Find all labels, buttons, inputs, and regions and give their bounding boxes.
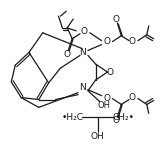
Text: OH: OH [91, 132, 105, 141]
Text: O: O [64, 50, 71, 59]
Text: •H₂C: •H₂C [61, 113, 83, 122]
Text: N: N [79, 48, 85, 57]
Text: O: O [103, 37, 110, 46]
Text: O: O [81, 27, 87, 36]
Text: O: O [113, 116, 120, 125]
Text: O: O [129, 37, 136, 46]
Text: O: O [107, 67, 114, 77]
Text: O: O [103, 94, 110, 103]
Text: O: O [129, 93, 136, 102]
Text: O: O [113, 14, 120, 24]
Text: CH₂•: CH₂• [112, 113, 134, 122]
Text: OH: OH [97, 101, 110, 110]
Text: N: N [79, 83, 85, 92]
